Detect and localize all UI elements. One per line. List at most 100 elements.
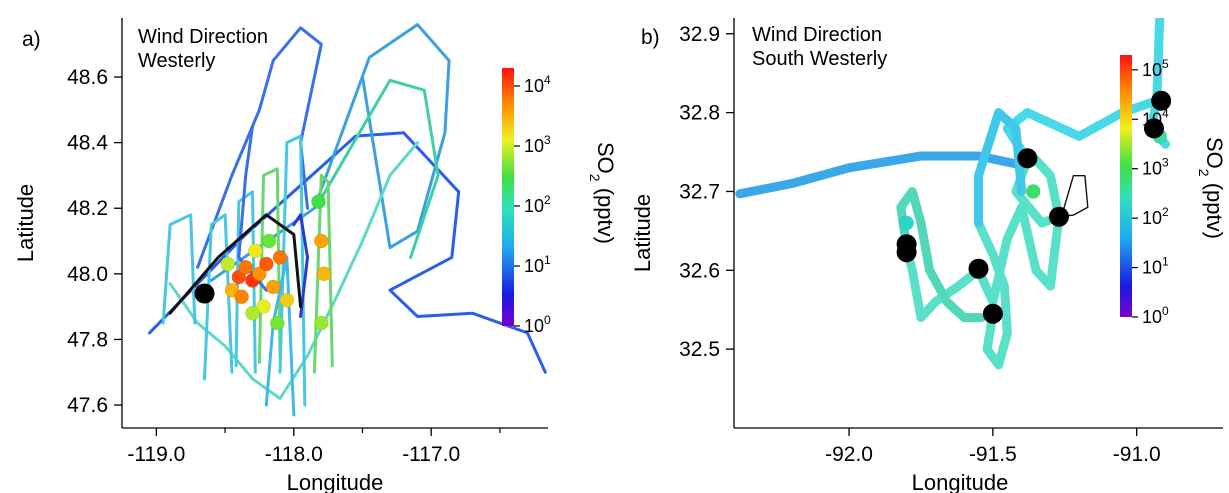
colorbar-tick-label-2: 101: [1142, 255, 1169, 278]
so2-point-13: [256, 299, 271, 314]
panel-a-flight-tracks: [148, 23, 547, 417]
source-marker-4: [1049, 206, 1069, 227]
so2-point-2: [238, 259, 253, 275]
y-tick-label-5: 32.9: [679, 23, 720, 46]
x-tick-label-2: -91.5: [969, 443, 1017, 466]
flight-track-8: [974, 218, 1012, 370]
flight-track-14: [292, 213, 309, 318]
colorbar-tick-label-3: 102: [524, 193, 551, 216]
panel-a-x-label: Longitude: [287, 470, 384, 493]
so2-point-5: [258, 256, 274, 272]
x-tick-label-1: -92.0: [825, 443, 873, 466]
panel-b-x-ticks: -92.0 -91.5 -91.0: [825, 428, 1161, 466]
flight-track-5: [168, 141, 419, 400]
colorbar-tick-label-6: 105: [1142, 57, 1169, 80]
flight-track-10: [1058, 174, 1089, 218]
so2-point-18: [269, 315, 285, 331]
colorbar-tick-label-3: 102: [1142, 205, 1169, 228]
so2-point-12: [220, 256, 236, 272]
so2-point-8: [265, 279, 281, 295]
y-tick-label-3: 32.7: [679, 180, 720, 203]
panel-a-label: a): [22, 28, 41, 51]
colorbar-tick-label-4: 103: [1142, 156, 1169, 179]
y-tick-label-5: 48.4: [67, 132, 108, 155]
source-marker-6: [896, 242, 917, 263]
panel-a: a) Wind Direction Westerly -119.0 -118.0-…: [13, 18, 618, 493]
colorbar-tick-label-1: 100: [1142, 304, 1169, 327]
colorbar-tick-label-1: 100: [524, 313, 551, 336]
y-tick-label-4: 48.2: [67, 197, 108, 220]
colorbar-tick-label-5: 104: [524, 73, 551, 96]
source-marker-7: [968, 258, 989, 279]
panel-a-colorbar-ticks: 100 101 102 103 104: [514, 73, 551, 336]
y-tick-label-6: 48.6: [67, 66, 108, 89]
panel-a-y-label: Latitude: [13, 184, 38, 262]
so2-point-1: [231, 269, 247, 285]
source-marker-2: [1151, 90, 1172, 111]
panel-b-colorbar: [1120, 55, 1132, 317]
panel-a-source-markers: [194, 283, 215, 304]
flight-track-9: [974, 108, 1027, 228]
panel-b-colorbar-ticks: 100 101 102 103 104 105: [1132, 57, 1169, 327]
flight-track-13: [264, 255, 296, 417]
panel-b-x-label: Longitude: [912, 470, 1009, 493]
colorbar-tick-label-2: 101: [524, 253, 551, 276]
panel-a-annotation-line1: Wind Direction: [138, 26, 268, 48]
flight-track-6: [902, 242, 983, 323]
flight-track-3: [319, 78, 440, 259]
so2-point-11: [248, 243, 263, 259]
y-tick-label-1: 47.6: [67, 394, 108, 417]
y-tick-label-2: 47.8: [67, 328, 108, 351]
panel-b-annotation-line1: Wind Direction: [752, 24, 882, 46]
flight-track-5: [974, 202, 1064, 307]
flight-track-6: [161, 213, 197, 325]
colorbar-tick-label-5: 104: [1142, 106, 1169, 129]
source-marker-1: [194, 283, 215, 304]
y-tick-label-1: 32.5: [679, 338, 720, 361]
so2-point-7: [234, 289, 249, 305]
colorbar-tick-label-4: 103: [524, 133, 551, 156]
panel-b-colorbar-label: SO2 (pptv): [1196, 137, 1227, 239]
flight-track-2: [1002, 18, 1165, 165]
panel-a-annotation-line2: Westerly: [138, 50, 215, 72]
source-marker-3: [1144, 118, 1164, 139]
x-tick-label-2: -118.0: [265, 443, 323, 466]
x-tick-label-3: -91.0: [1113, 443, 1161, 466]
so2-point-14: [313, 233, 329, 249]
so2-point-15: [316, 266, 332, 282]
so2-point-1: [899, 215, 914, 231]
flight-track-1: [148, 131, 547, 374]
so2-point-19: [245, 305, 260, 321]
panel-a-so2-points: [220, 194, 332, 331]
panel-b-flight-tracks: [735, 18, 1170, 370]
panel-a-colorbar-label: SO2 (pptv): [587, 142, 618, 244]
flight-track-7: [896, 187, 986, 323]
panel-b-source-markers: [896, 90, 1172, 324]
panel-a-x-ticks: -119.0 -118.0 -117.0: [127, 428, 501, 466]
so2-point-2: [1025, 184, 1041, 199]
panel-a-y-ticks: 47.6 47.8 48.0 48.2 48.4 48.6: [67, 66, 122, 417]
panel-a-colorbar: [502, 68, 514, 326]
so2-point-9: [272, 250, 288, 265]
y-tick-label-3: 48.0: [67, 263, 108, 286]
so2-point-10: [279, 292, 295, 308]
so2-point-4: [252, 266, 267, 282]
flight-track-2: [209, 23, 451, 282]
panel-b-y-ticks: 32.5 32.6 32.7 32.8 32.9: [679, 23, 734, 361]
panel-b-y-label: Latitude: [630, 194, 655, 272]
source-marker-1: [1017, 148, 1038, 169]
so2-point-17: [311, 194, 326, 209]
x-tick-label-1: -119.0: [127, 443, 185, 466]
x-tick-label-3: -117.0: [402, 443, 460, 466]
panel-b-so2-points: [899, 129, 1167, 231]
y-tick-label-4: 32.8: [679, 102, 720, 125]
so2-point-16: [313, 315, 329, 331]
panel-b-annotation-line2: South Westerly: [752, 48, 887, 70]
y-tick-label-2: 32.6: [679, 259, 720, 282]
panel-b-label: b): [641, 26, 660, 49]
so2-point-20: [261, 233, 277, 249]
flight-track-4: [196, 26, 323, 269]
flight-track-15: [168, 213, 303, 315]
source-marker-8: [982, 303, 1003, 324]
